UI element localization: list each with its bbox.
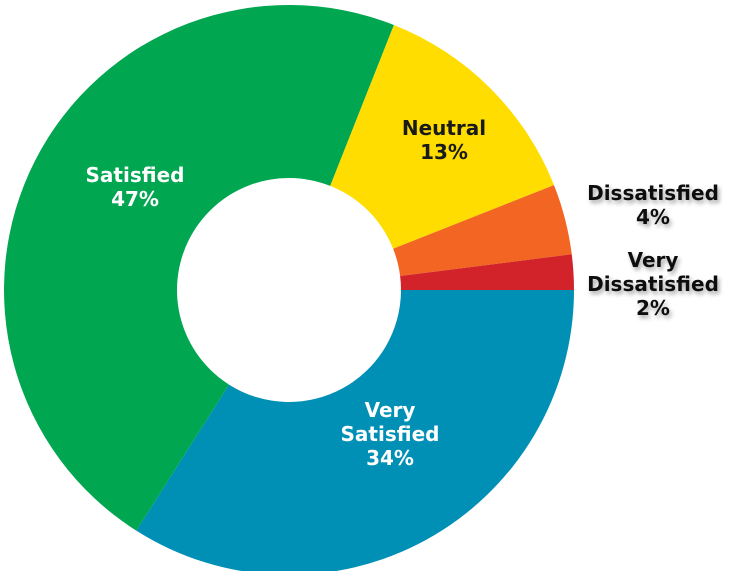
donut-slices [3,4,574,571]
slice-label-very-satisfied-line-1: Very [365,398,416,422]
slice-labels: VerySatisfied34%Satisfied47%Neutral13%Di… [86,116,719,470]
slice-label-very-dissatisfied-line-1: Very [628,248,679,272]
value-label-very-satisfied: 34% [366,446,414,470]
slice-very-satisfied [136,290,574,571]
value-label-satisfied: 47% [111,187,159,211]
slice-very-dissatisfied [400,254,574,290]
value-label-neutral: 13% [420,140,468,164]
value-label-very-dissatisfied: 2% [636,296,670,320]
slice-satisfied [3,4,394,531]
value-label-dissatisfied: 4% [636,205,670,229]
slice-label-very-dissatisfied-line-2: Dissatisfied [587,272,719,296]
slice-label-very-satisfied-line-2: Satisfied [341,422,440,446]
slice-neutral [330,25,554,249]
slice-dissatisfied [393,185,572,276]
slice-label-dissatisfied: Dissatisfied [587,181,719,205]
slice-label-neutral: Neutral [402,116,486,140]
slice-label-satisfied: Satisfied [86,163,185,187]
